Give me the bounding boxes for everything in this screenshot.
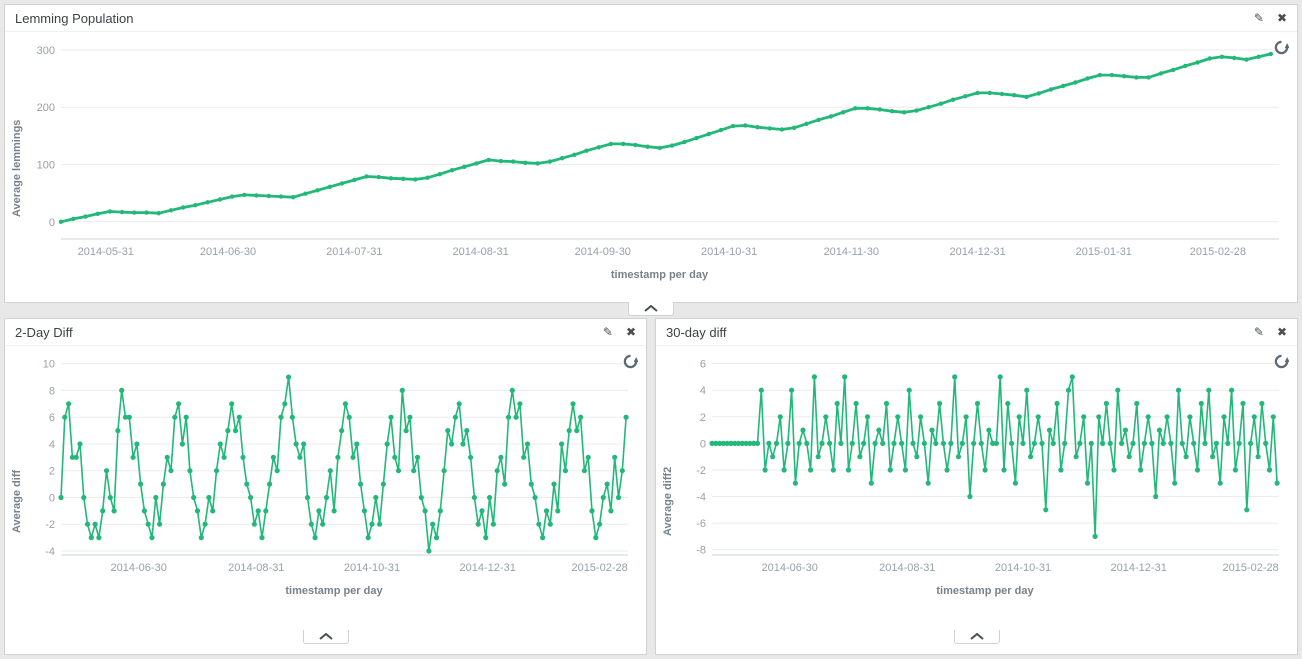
collapse-button[interactable] (628, 302, 674, 316)
svg-text:2: 2 (700, 412, 706, 424)
svg-text:0: 0 (49, 493, 55, 505)
svg-text:2015-02-28: 2015-02-28 (1190, 246, 1246, 258)
collapse-button[interactable] (302, 630, 349, 644)
lemming-population-chart[interactable]: 0 100 200 300 2014-05-31 2014-06-30 2014-07-31… (25, 35, 1294, 269)
svg-text:2: 2 (49, 466, 55, 478)
svg-text:300: 300 (37, 45, 55, 57)
collapse-button[interactable] (953, 630, 1000, 644)
svg-text:2014-06-30: 2014-06-30 (762, 562, 818, 574)
svg-text:8: 8 (49, 385, 55, 397)
close-icon[interactable]: ✖ (1276, 11, 1287, 25)
reset-zoom-icon[interactable] (1274, 354, 1290, 369)
svg-text:2014-06-30: 2014-06-30 (111, 562, 167, 574)
svg-text:4: 4 (49, 439, 55, 451)
panel-title: Lemming Population (15, 10, 134, 26)
chevron-up-icon (318, 633, 333, 640)
panel-header: 30-day diff ✎ ✖ (656, 319, 1297, 346)
reset-zoom-icon[interactable] (1274, 40, 1290, 55)
panel-body: Average lemmings 0 100 200 300 2014-05-31 201… (5, 32, 1297, 302)
svg-text:2014-12-31: 2014-12-31 (460, 562, 516, 574)
edit-icon[interactable]: ✎ (602, 325, 613, 339)
panel-title: 2-Day Diff (15, 324, 73, 340)
panel-30-day-diff: 30-day diff ✎ ✖ Average diff2 -8 -6 -4 -2 0 2… (655, 318, 1298, 655)
svg-text:0: 0 (700, 438, 706, 450)
svg-text:2014-12-31: 2014-12-31 (1111, 562, 1167, 574)
svg-text:2014-12-31: 2014-12-31 (949, 246, 1005, 258)
svg-text:-6: -6 (696, 518, 706, 530)
svg-text:6: 6 (700, 359, 706, 371)
panel-body: Average diff -4 -2 0 2 4 6 8 10 2014-06-30 2014-0… (5, 346, 646, 654)
svg-text:-2: -2 (45, 519, 55, 531)
svg-text:2015-02-28: 2015-02-28 (571, 562, 627, 574)
edit-icon[interactable]: ✎ (1253, 11, 1264, 25)
panel-2-day-diff: 2-Day Diff ✎ ✖ Average diff -4 -2 0 2 4 6 8 10 2… (4, 318, 647, 655)
y-axis-title: Average diff (11, 469, 23, 534)
svg-text:10: 10 (43, 359, 55, 371)
close-icon[interactable]: ✖ (1276, 325, 1287, 339)
panel-lemming-population: Lemming Population ✎ ✖ Average lemmings … (4, 4, 1298, 316)
svg-text:2014-10-31: 2014-10-31 (995, 562, 1051, 574)
y-axis-title: Average diff2 (662, 466, 674, 537)
svg-text:2014-05-31: 2014-05-31 (78, 246, 134, 258)
svg-text:-8: -8 (696, 545, 706, 557)
panel-header: 2-Day Diff ✎ ✖ (5, 319, 646, 346)
svg-text:-4: -4 (696, 492, 706, 504)
panel-title: 30-day diff (666, 324, 727, 340)
chevron-up-icon (969, 633, 984, 640)
svg-text:2014-07-31: 2014-07-31 (326, 246, 382, 258)
svg-text:0: 0 (49, 217, 55, 229)
reset-zoom-icon[interactable] (623, 354, 639, 369)
chevron-up-icon (644, 305, 658, 312)
svg-text:4: 4 (700, 385, 706, 397)
edit-icon[interactable]: ✎ (1253, 325, 1264, 339)
svg-text:100: 100 (37, 160, 55, 172)
svg-text:2014-08-31: 2014-08-31 (228, 562, 284, 574)
svg-text:2014-09-30: 2014-09-30 (575, 246, 631, 258)
panel-body: Average diff2 -8 -6 -4 -2 0 2 4 6 2014-06-30 2014… (656, 346, 1297, 654)
2-day-diff-chart[interactable]: -4 -2 0 2 4 6 8 10 2014-06-30 2014-08-31 2014-10-3… (25, 349, 643, 585)
y-axis-title: Average lemmings (11, 119, 23, 218)
x-axis-title: timestamp per day (610, 269, 709, 281)
svg-text:2014-11-30: 2014-11-30 (824, 246, 879, 258)
svg-text:2014-08-31: 2014-08-31 (879, 562, 935, 574)
svg-text:2015-02-28: 2015-02-28 (1222, 562, 1278, 574)
svg-text:2014-10-31: 2014-10-31 (344, 562, 400, 574)
x-axis-title: timestamp per day (285, 585, 383, 597)
close-icon[interactable]: ✖ (625, 325, 636, 339)
svg-text:200: 200 (37, 102, 55, 114)
svg-text:2015-01-31: 2015-01-31 (1076, 246, 1132, 258)
svg-text:2014-06-30: 2014-06-30 (200, 246, 256, 258)
panel-header: Lemming Population ✎ ✖ (5, 5, 1297, 32)
svg-text:-4: -4 (45, 546, 55, 558)
svg-text:2014-08-31: 2014-08-31 (452, 246, 508, 258)
30-day-diff-chart[interactable]: -8 -6 -4 -2 0 2 4 6 2014-06-30 2014-08-31 2014-10-… (676, 349, 1294, 585)
x-axis-title: timestamp per day (936, 585, 1034, 597)
svg-text:-2: -2 (696, 465, 706, 477)
svg-text:6: 6 (49, 412, 55, 424)
svg-text:2014-10-31: 2014-10-31 (701, 246, 757, 258)
